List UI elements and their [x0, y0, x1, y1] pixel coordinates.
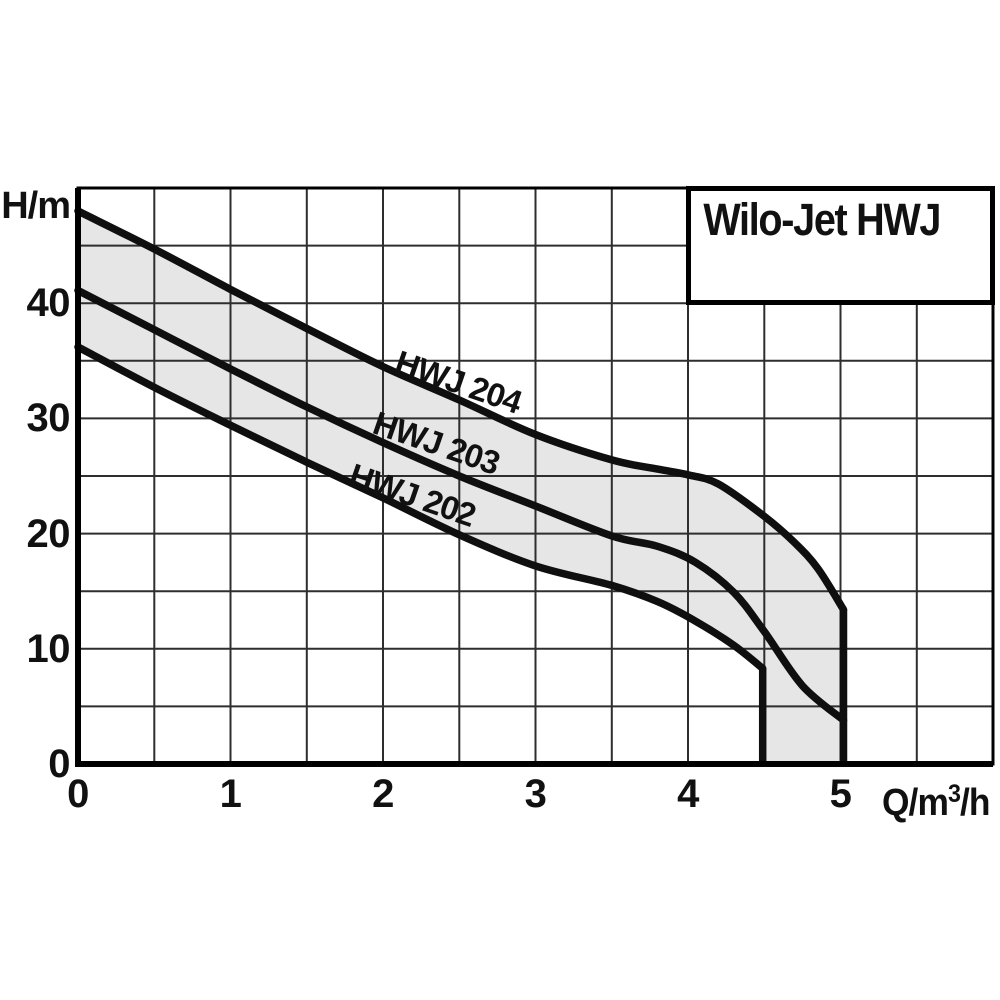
x-tick-label-2: 2 — [372, 772, 394, 816]
x-axis-unit-label: Q/m3/h — [882, 771, 998, 826]
y-tick-label-40: 40 — [26, 281, 71, 326]
x-tick-label-5: 5 — [829, 772, 852, 816]
axis-lines — [75, 188, 993, 767]
y-tick-label-10: 10 — [26, 626, 71, 671]
y-tick-label-20: 20 — [26, 511, 71, 556]
x-axis-unit-base: Q/m — [882, 782, 949, 824]
legend-box: Wilo-Jet HWJ — [686, 186, 995, 305]
curve-hwj-203 — [74, 286, 848, 724]
x-axis-unit-rest: /h — [959, 782, 990, 824]
operating-band — [78, 211, 844, 764]
legend-title: Wilo-Jet HWJ — [703, 194, 941, 245]
curve-hwj-202 — [74, 343, 767, 673]
x-tick-label-4: 4 — [677, 772, 699, 816]
x-axis-unit-exponent: 3 — [947, 780, 961, 808]
curve-hwj-204 — [74, 207, 848, 614]
y-axis-unit-label: H/m — [1, 185, 71, 227]
y-tick-label-0: 0 — [48, 742, 70, 786]
x-tick-label-0: 0 — [67, 772, 89, 816]
y-tick-label-30: 30 — [26, 396, 71, 441]
x-tick-label-1: 1 — [219, 772, 242, 816]
x-tick-label-3: 3 — [524, 772, 547, 816]
